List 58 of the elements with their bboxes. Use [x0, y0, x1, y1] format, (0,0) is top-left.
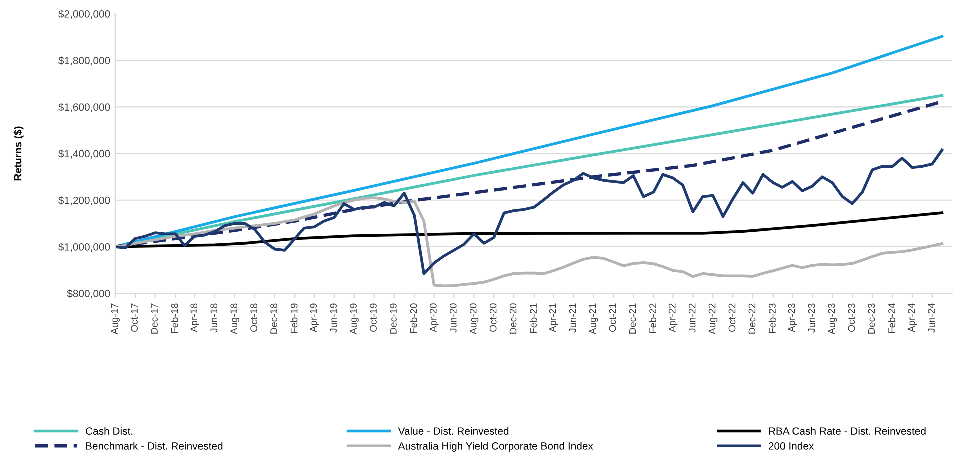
x-tick-label: Apr-24: [908, 304, 917, 332]
line-series: [115, 148, 944, 276]
x-tick-label: Oct-19: [370, 304, 377, 332]
x-tick-label: Dec-20: [510, 304, 517, 334]
legend-label: Cash Dist.: [86, 427, 133, 435]
x-tick-label: Aug-23: [828, 304, 838, 335]
x-tick-label: Oct-22: [728, 304, 736, 332]
x-tick-label: Apr-20: [430, 304, 439, 332]
x-tick-label: Aug-17: [111, 304, 120, 335]
x-tick-label: Oct-18: [250, 304, 258, 332]
x-tick-label: Aug-18: [230, 304, 240, 335]
x-tick-label: Feb-19: [290, 304, 298, 334]
x-tick-label: Aug-20: [470, 304, 479, 335]
y-tick-label: $1,800,000: [58, 56, 110, 66]
y-axis-title: Returns ($): [14, 126, 24, 181]
x-tick-label: Dec-17: [151, 304, 158, 334]
x-tick-label: Jun-20: [450, 304, 457, 333]
legend-label: Australia High Yield Corporate Bond Index: [398, 442, 594, 452]
legend-label: RBA Cash Rate - Dist. Reinvested: [769, 427, 926, 435]
x-tick-label: Jun-21: [569, 304, 576, 333]
x-tick-label: Dec-23: [868, 304, 876, 334]
x-tick-label: Jun-24: [928, 304, 936, 333]
x-tick-label: Aug-19: [350, 304, 359, 335]
legend-label: 200 Index: [768, 442, 814, 450]
x-tick-label: Dec-22: [748, 304, 756, 334]
x-tick-label: Feb-20: [410, 304, 418, 334]
x-tick-label: Apr-18: [190, 304, 200, 332]
x-tick-label: Feb-18: [171, 304, 178, 334]
x-tick-label: Feb-23: [768, 304, 776, 334]
y-tick-label: $800,000: [67, 290, 110, 299]
x-tick-label: Dec-19: [390, 304, 397, 334]
x-tick-label: Jun-23: [808, 304, 816, 333]
x-tick-label: Apr-22: [668, 304, 678, 332]
x-tick-label: Oct-17: [131, 304, 138, 332]
x-tick-label: Jun-22: [688, 304, 696, 333]
x-tick-label: Feb-24: [888, 304, 896, 334]
y-tick-label: $1,000,000: [58, 243, 110, 252]
y-tick-label: $2,000,000: [58, 10, 110, 20]
x-tick-label: Feb-22: [649, 304, 656, 334]
x-tick-label: Oct-23: [848, 304, 856, 332]
x-tick-label: Dec-18: [270, 304, 278, 334]
x-tick-label: Feb-21: [530, 304, 538, 334]
line-series: [115, 196, 944, 288]
x-tick-label: Apr-23: [788, 304, 798, 332]
legend-label: Benchmark - Dist. Reinvested: [86, 442, 223, 450]
y-tick-label: $1,400,000: [58, 150, 110, 159]
x-tick-label: Dec-21: [629, 304, 636, 334]
x-tick-label: Aug-22: [708, 304, 718, 335]
x-tick-label: Apr-19: [310, 304, 319, 332]
x-tick-label: Jun-18: [210, 304, 218, 333]
x-tick-label: Jun-19: [330, 304, 338, 333]
y-tick-label: $1,200,000: [58, 196, 110, 206]
x-tick-label: Apr-21: [549, 304, 558, 332]
legend-label: Value - Dist. Reinvested: [398, 427, 509, 435]
y-tick-label: $1,600,000: [58, 103, 110, 112]
x-tick-label: Oct-21: [609, 304, 616, 332]
x-tick-label: Aug-21: [589, 304, 598, 335]
x-tick-label: Oct-20: [490, 304, 497, 332]
